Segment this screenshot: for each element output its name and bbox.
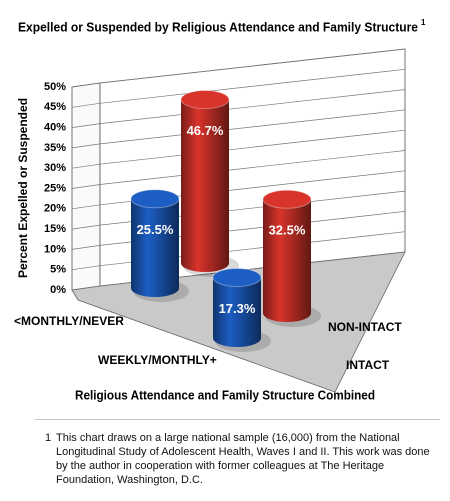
value-label: 32.5% bbox=[269, 223, 306, 238]
grid-line bbox=[71, 89, 406, 128]
series-label: INTACT bbox=[346, 358, 390, 372]
chart-title: Expelled or Suspended by Religious Atten… bbox=[18, 19, 418, 34]
value-label: 46.7% bbox=[187, 123, 224, 138]
chart: Expelled or Suspended by Religious Atten… bbox=[14, 18, 440, 420]
title-note: 1 bbox=[421, 18, 426, 27]
grid-line bbox=[71, 150, 406, 189]
grid-line bbox=[71, 109, 406, 149]
bar-shading bbox=[213, 277, 261, 347]
y-tick-label: 35% bbox=[44, 142, 66, 154]
y-tick-label: 25% bbox=[44, 182, 66, 194]
y-tick-label: 10% bbox=[44, 243, 66, 255]
value-label: 17.3% bbox=[219, 301, 256, 316]
grid-line bbox=[71, 68, 406, 108]
grid-line bbox=[71, 129, 406, 169]
bar-top bbox=[212, 267, 262, 287]
y-tick-label: 45% bbox=[44, 101, 66, 113]
category-label: WEEKLY/MONTHLY+ bbox=[98, 353, 217, 367]
bar-shading bbox=[181, 99, 229, 272]
category-label: <MONTHLY/NEVER bbox=[14, 314, 124, 328]
bar-top bbox=[130, 189, 180, 209]
bar-shading bbox=[263, 199, 311, 322]
x-axis-label: Religious Attendance and Family Structur… bbox=[75, 387, 375, 402]
bar-top bbox=[180, 90, 230, 110]
y-tick-label: 5% bbox=[50, 264, 66, 276]
y-tick-label: 40% bbox=[44, 122, 66, 134]
bar-shading bbox=[131, 198, 179, 297]
footnote-text: This chart draws on a large national sam… bbox=[56, 432, 430, 486]
y-tick-label: 30% bbox=[44, 162, 66, 174]
footnote-mark: 1 bbox=[45, 432, 52, 444]
series-label: NON-INTACT bbox=[328, 320, 402, 334]
bar-top bbox=[262, 189, 312, 209]
y-axis-label: Percent Expelled or Suspended bbox=[16, 98, 30, 278]
value-label: 25.5% bbox=[137, 222, 174, 237]
y-tick-label: 15% bbox=[44, 223, 66, 235]
grid-line bbox=[71, 48, 406, 88]
y-tick-label: 50% bbox=[44, 81, 66, 93]
y-tick-label: 20% bbox=[44, 203, 66, 215]
grid-line bbox=[71, 170, 406, 210]
y-tick-label: 0% bbox=[50, 284, 66, 296]
